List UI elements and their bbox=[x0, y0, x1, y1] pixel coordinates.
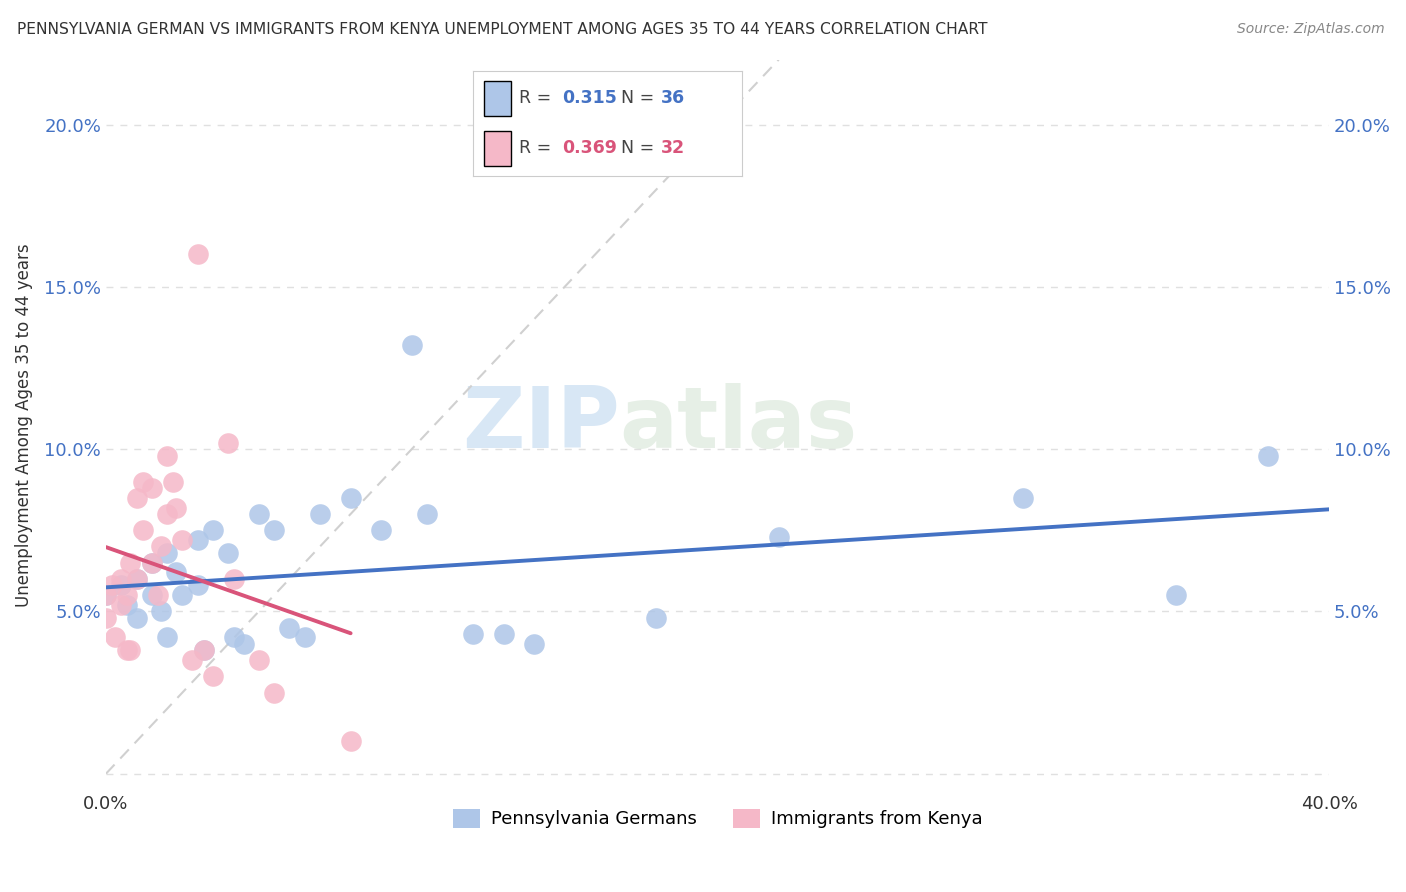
Point bbox=[768, 530, 790, 544]
Point bbox=[217, 546, 239, 560]
Point bbox=[131, 523, 153, 537]
Point bbox=[187, 578, 209, 592]
Point bbox=[117, 588, 139, 602]
Point bbox=[110, 598, 132, 612]
Point bbox=[201, 523, 224, 537]
Point bbox=[172, 588, 194, 602]
Point bbox=[309, 507, 332, 521]
Point bbox=[1166, 588, 1188, 602]
Point bbox=[125, 572, 148, 586]
Point bbox=[150, 604, 173, 618]
Point bbox=[94, 588, 117, 602]
Point bbox=[217, 435, 239, 450]
Point bbox=[120, 643, 142, 657]
Point bbox=[263, 685, 285, 699]
Y-axis label: Unemployment Among Ages 35 to 44 years: Unemployment Among Ages 35 to 44 years bbox=[15, 243, 32, 607]
Point bbox=[1012, 491, 1035, 505]
Point bbox=[339, 491, 361, 505]
Point bbox=[492, 627, 515, 641]
Text: PENNSYLVANIA GERMAN VS IMMIGRANTS FROM KENYA UNEMPLOYMENT AMONG AGES 35 TO 44 YE: PENNSYLVANIA GERMAN VS IMMIGRANTS FROM K… bbox=[17, 22, 987, 37]
Point bbox=[1257, 449, 1279, 463]
Point bbox=[146, 588, 169, 602]
Point bbox=[125, 572, 148, 586]
Point bbox=[201, 669, 224, 683]
Point bbox=[104, 631, 127, 645]
Point bbox=[94, 588, 117, 602]
Point bbox=[141, 556, 163, 570]
Point bbox=[180, 653, 202, 667]
Point bbox=[224, 572, 246, 586]
Point bbox=[117, 643, 139, 657]
Point bbox=[187, 247, 209, 261]
Point bbox=[131, 475, 153, 489]
Point bbox=[117, 598, 139, 612]
Point bbox=[263, 523, 285, 537]
Point bbox=[193, 643, 215, 657]
Point bbox=[172, 533, 194, 547]
Point bbox=[125, 491, 148, 505]
Point bbox=[294, 631, 316, 645]
Legend: Pennsylvania Germans, Immigrants from Kenya: Pennsylvania Germans, Immigrants from Ke… bbox=[446, 802, 990, 836]
Point bbox=[156, 546, 179, 560]
Point bbox=[523, 637, 546, 651]
Point bbox=[645, 611, 668, 625]
Point bbox=[94, 611, 117, 625]
Text: Source: ZipAtlas.com: Source: ZipAtlas.com bbox=[1237, 22, 1385, 37]
Point bbox=[187, 533, 209, 547]
Point bbox=[120, 556, 142, 570]
Point bbox=[247, 507, 270, 521]
Point bbox=[247, 653, 270, 667]
Point bbox=[193, 643, 215, 657]
Point bbox=[370, 523, 392, 537]
Point bbox=[224, 631, 246, 645]
Point bbox=[141, 481, 163, 495]
Point bbox=[141, 556, 163, 570]
Point bbox=[339, 734, 361, 748]
Point bbox=[110, 578, 132, 592]
Point bbox=[125, 611, 148, 625]
Point bbox=[150, 540, 173, 554]
Point bbox=[401, 338, 423, 352]
Point bbox=[461, 627, 484, 641]
Point bbox=[165, 566, 187, 580]
Point bbox=[141, 588, 163, 602]
Point bbox=[416, 507, 439, 521]
Point bbox=[101, 578, 124, 592]
Point bbox=[165, 500, 187, 515]
Point bbox=[278, 621, 301, 635]
Point bbox=[156, 449, 179, 463]
Text: ZIP: ZIP bbox=[463, 384, 620, 467]
Point bbox=[232, 637, 254, 651]
Point bbox=[156, 507, 179, 521]
Point bbox=[162, 475, 184, 489]
Text: atlas: atlas bbox=[620, 384, 858, 467]
Point bbox=[156, 631, 179, 645]
Point bbox=[110, 572, 132, 586]
